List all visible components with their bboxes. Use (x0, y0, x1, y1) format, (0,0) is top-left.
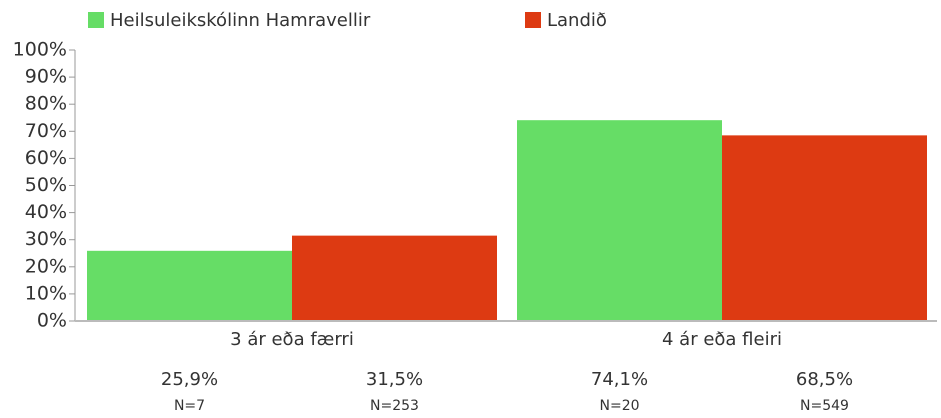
legend-swatch (88, 12, 104, 28)
value-label: 68,5% (796, 369, 853, 390)
y-tick-label: 80% (25, 93, 67, 115)
n-label: N=253 (370, 398, 419, 414)
y-tick-label: 70% (25, 120, 67, 142)
n-label: N=7 (174, 398, 205, 414)
y-tick-label: 0% (37, 310, 67, 332)
y-tick-label: 60% (25, 147, 67, 169)
value-label: 31,5% (366, 369, 423, 390)
bar (87, 250, 292, 321)
bar (517, 120, 722, 322)
y-tick-label: 100% (13, 39, 67, 61)
x-tick-label: 4 ár eða fleiri (662, 329, 782, 350)
y-tick-label: 50% (25, 174, 67, 196)
legend-label: Heilsuleikskólinn Hamravellir (110, 10, 371, 31)
value-label: 74,1% (591, 369, 648, 390)
y-tick-label: 20% (25, 255, 67, 277)
legend-swatch (525, 12, 541, 28)
bar (292, 235, 497, 321)
n-label: N=20 (599, 398, 639, 414)
bar (722, 135, 927, 321)
y-tick-label: 40% (25, 201, 67, 223)
y-tick-label: 90% (25, 66, 67, 88)
legend-label: Landið (547, 10, 607, 31)
y-tick-label: 10% (25, 282, 67, 304)
value-label: 25,9% (161, 369, 218, 390)
n-label: N=549 (800, 398, 849, 414)
x-tick-label: 3 ár eða færri (230, 329, 354, 350)
y-tick-label: 30% (25, 228, 67, 250)
